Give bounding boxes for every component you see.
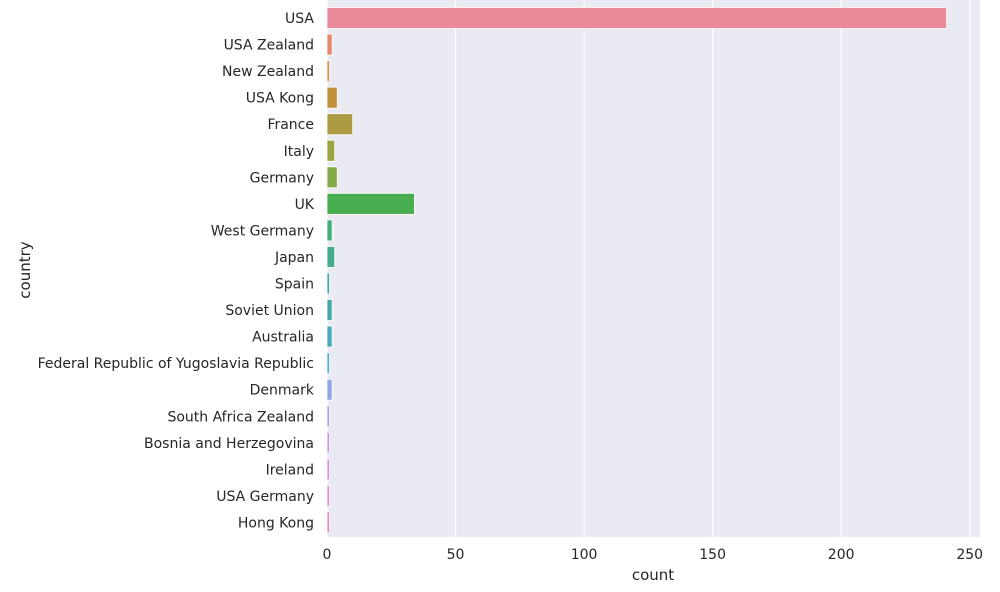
y-tick-label: USA <box>285 11 314 27</box>
bar <box>326 246 336 268</box>
bar <box>326 484 330 507</box>
x-tick-label: 100 <box>571 547 598 563</box>
bar <box>326 33 333 56</box>
bar <box>326 378 333 401</box>
bar <box>326 352 330 375</box>
bar <box>326 405 330 428</box>
y-tick-label: USA Kong <box>246 91 314 107</box>
y-tick-label: France <box>267 117 314 133</box>
bar <box>326 166 338 189</box>
y-tick-label: UK <box>295 197 315 213</box>
y-tick-label: Soviet Union <box>225 303 314 319</box>
x-tick-labels: 0 50 100 150 200 250 <box>323 547 984 563</box>
bar <box>326 272 330 295</box>
y-tick-label: Australia <box>252 330 314 346</box>
bar <box>326 192 415 215</box>
bar <box>326 219 333 242</box>
y-tick-label: Italy <box>284 144 314 160</box>
bar <box>326 325 333 348</box>
x-tick-label: 150 <box>699 547 726 563</box>
y-tick-label: South Africa Zealand <box>167 409 314 425</box>
y-tick-label: USA Germany <box>216 489 314 505</box>
bar <box>326 60 330 82</box>
bars <box>326 7 947 534</box>
x-tick-label: 50 <box>447 547 465 563</box>
x-tick-label: 250 <box>956 547 983 563</box>
x-tick-label: 200 <box>828 547 855 563</box>
y-tick-label: Germany <box>250 170 314 186</box>
y-tick-label: Ireland <box>266 462 314 478</box>
y-tick-label: Bosnia and Herzegovina <box>144 436 314 452</box>
y-axis-title: country <box>16 241 34 298</box>
x-tick-label: 0 <box>323 547 332 563</box>
bar <box>326 511 330 534</box>
x-axis-title: count <box>632 566 674 584</box>
bar <box>326 86 338 109</box>
y-tick-label: Denmark <box>250 383 315 399</box>
y-tick-labels: USA USA Zealand New Zealand USA Kong France I… <box>38 11 315 531</box>
y-tick-label: Federal Republic of Yugoslavia Republic <box>38 356 314 372</box>
y-tick-label: Hong Kong <box>238 515 314 531</box>
bar <box>326 139 336 162</box>
y-tick-label: Japan <box>274 250 314 266</box>
y-tick-label: Spain <box>275 277 314 293</box>
y-tick-label: USA Zealand <box>224 38 314 54</box>
bar <box>326 431 330 454</box>
bar <box>326 458 330 481</box>
y-tick-label: New Zealand <box>222 64 314 80</box>
plot-area <box>327 0 980 537</box>
y-tick-label: West Germany <box>211 223 314 239</box>
bar <box>326 113 354 136</box>
bar <box>326 299 333 321</box>
bar <box>326 7 947 29</box>
